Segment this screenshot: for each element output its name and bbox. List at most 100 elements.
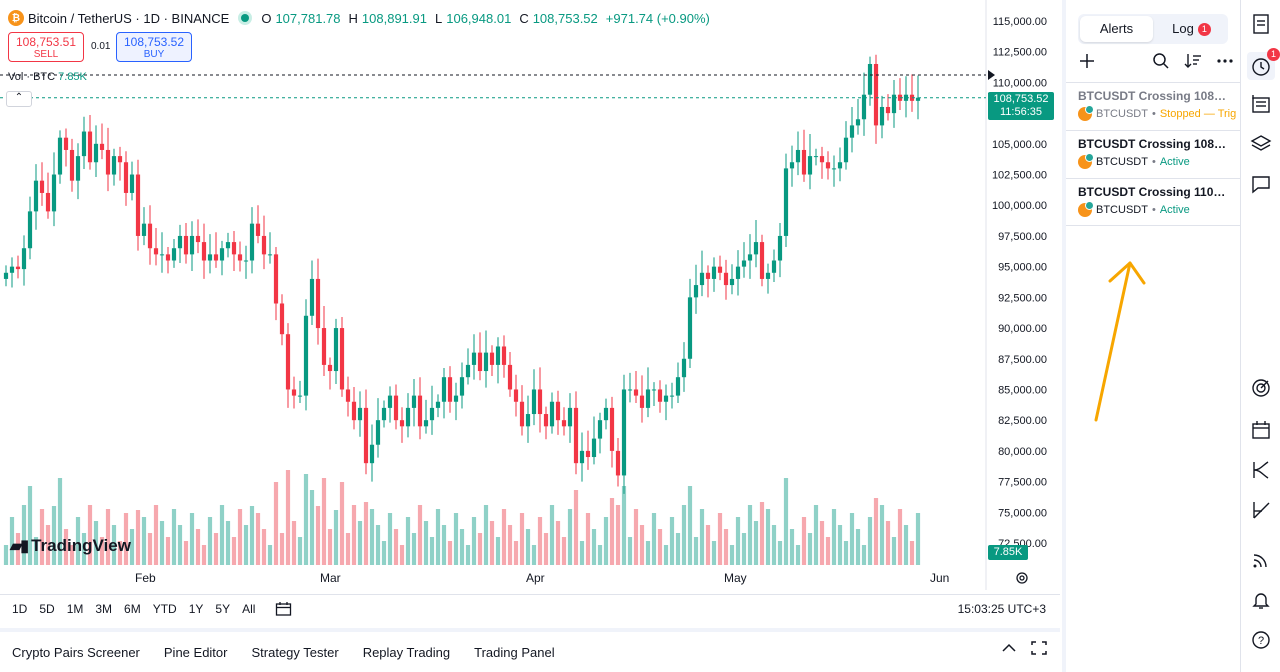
candle-body[interactable] (723, 272, 729, 286)
sell-button[interactable]: 108,753.51 SELL (8, 32, 84, 62)
candle-body[interactable] (657, 389, 663, 402)
candle-body[interactable] (279, 303, 285, 335)
candle-body[interactable] (831, 168, 837, 170)
candle-body[interactable] (603, 407, 609, 421)
candle-body[interactable] (111, 156, 117, 175)
candle-body[interactable] (891, 94, 897, 114)
candle-body[interactable] (885, 106, 891, 114)
candle-body[interactable] (873, 63, 879, 126)
candle-body[interactable] (237, 254, 243, 261)
candle-body[interactable] (219, 248, 225, 261)
trend-line-icon[interactable] (1247, 496, 1275, 524)
candle-body[interactable] (627, 389, 633, 391)
tab-pine-editor[interactable]: Pine Editor (163, 644, 228, 660)
candle-body[interactable] (261, 235, 267, 255)
candle-body[interactable] (483, 352, 489, 372)
candle-body[interactable] (429, 407, 435, 421)
candle-body[interactable] (63, 137, 69, 150)
range-1d[interactable]: 1D (12, 602, 28, 616)
candle-body[interactable] (393, 395, 399, 421)
candle-body[interactable] (453, 395, 459, 402)
candle-body[interactable] (195, 235, 201, 243)
candle-body[interactable] (699, 272, 705, 286)
candle-body[interactable] (579, 450, 585, 464)
candle-body[interactable] (645, 389, 651, 408)
candle-body[interactable] (435, 401, 441, 408)
alert-item-3[interactable]: BTCUSDT Crossing 110,6... BTCUSDT • Active (1066, 178, 1244, 226)
candle-body[interactable] (123, 162, 129, 193)
chat-icon[interactable] (1247, 170, 1275, 198)
buy-button[interactable]: 108,753.52 BUY (116, 32, 192, 62)
candle-body[interactable] (159, 254, 165, 256)
news-icon[interactable] (1247, 90, 1275, 118)
candle-body[interactable] (771, 260, 777, 273)
candle-body[interactable] (669, 395, 675, 397)
candle-body[interactable] (333, 328, 339, 372)
candle-body[interactable] (21, 248, 27, 270)
candle-body[interactable] (705, 272, 711, 279)
candle-body[interactable] (27, 211, 33, 249)
candle-body[interactable] (819, 156, 825, 163)
chart-area[interactable]: 115,000.00112,500.00110,000.00107,500.00… (0, 0, 1060, 628)
candle-body[interactable] (783, 168, 789, 236)
candle-body[interactable] (729, 278, 735, 286)
candle-body[interactable] (267, 254, 273, 256)
candle-body[interactable] (411, 395, 417, 408)
candle-body[interactable] (417, 395, 423, 427)
alert-marker-icon[interactable] (988, 70, 995, 81)
candle-body[interactable] (537, 389, 543, 415)
candle-body[interactable] (585, 450, 591, 458)
candle-body[interactable] (69, 149, 75, 181)
candle-body[interactable] (141, 223, 147, 236)
candle-body[interactable] (81, 131, 87, 157)
candle-body[interactable] (597, 420, 603, 439)
candle-body[interactable] (405, 407, 411, 427)
candle-body[interactable] (825, 162, 831, 169)
candle-body[interactable] (9, 266, 15, 273)
candle-body[interactable] (477, 352, 483, 372)
candle-body[interactable] (357, 407, 363, 421)
candle-body[interactable] (177, 235, 183, 249)
candle-body[interactable] (51, 174, 57, 212)
candle-body[interactable] (759, 242, 765, 279)
help-icon[interactable]: ? (1247, 626, 1275, 654)
candle-body[interactable] (465, 364, 471, 378)
candle-body[interactable] (207, 254, 213, 261)
candle-body[interactable] (3, 272, 9, 279)
candle-body[interactable] (507, 364, 513, 390)
candle-body[interactable] (915, 97, 921, 101)
candle-body[interactable] (171, 248, 177, 261)
candle-body[interactable] (327, 364, 333, 372)
candle-body[interactable] (711, 266, 717, 279)
candle-body[interactable] (255, 223, 261, 236)
candle-body[interactable] (117, 156, 123, 163)
candle-body[interactable] (549, 401, 555, 427)
maximize-icon[interactable] (1030, 640, 1048, 656)
candle-body[interactable] (231, 242, 237, 255)
range-ytd[interactable]: YTD (152, 602, 177, 616)
candle-body[interactable] (567, 407, 573, 427)
date-range-icon[interactable] (275, 601, 293, 617)
settings-gear-icon[interactable] (1015, 571, 1029, 585)
candle-body[interactable] (249, 223, 255, 261)
candle-body[interactable] (225, 242, 231, 249)
candle-body[interactable] (75, 156, 81, 181)
candle-body[interactable] (387, 395, 393, 408)
symbol-title[interactable]: Bitcoin / TetherUS · 1D · BINANCE (28, 10, 230, 26)
candle-body[interactable] (621, 389, 627, 476)
candle-body[interactable] (675, 377, 681, 396)
candle-body[interactable] (777, 235, 783, 261)
alert-item-2[interactable]: BTCUSDT Crossing 108,7... BTCUSDT • Active (1066, 130, 1244, 178)
tab-replay-trading[interactable]: Replay Trading (362, 644, 451, 660)
candle-body[interactable] (717, 266, 723, 273)
range-6m[interactable]: 6M (124, 602, 141, 616)
candle-body[interactable] (609, 407, 615, 451)
candle-body[interactable] (297, 395, 303, 397)
candle-body[interactable] (615, 450, 621, 476)
candle-body[interactable] (501, 346, 507, 365)
candle-body[interactable] (369, 444, 375, 464)
candle-body[interactable] (135, 174, 141, 236)
broadcast-icon[interactable] (1247, 546, 1275, 574)
candle-body[interactable] (765, 272, 771, 279)
candle-body[interactable] (153, 248, 159, 255)
